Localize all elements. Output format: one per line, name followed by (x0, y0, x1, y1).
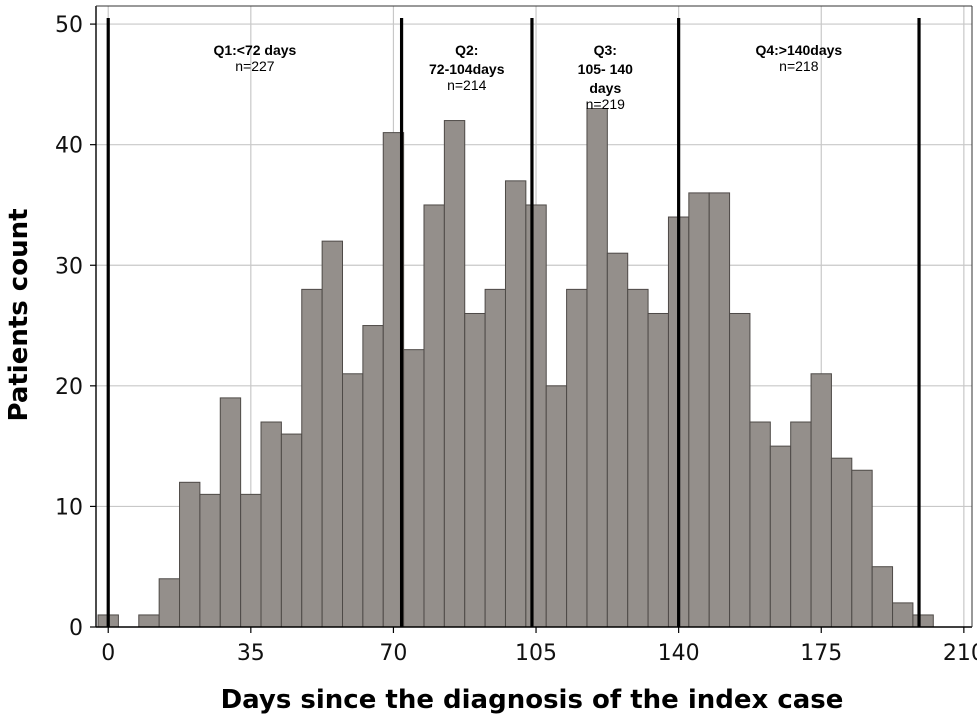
histogram-bar (280, 433, 303, 628)
histogram-bar (443, 120, 466, 628)
histogram-bar (158, 578, 181, 628)
histogram-bar (403, 349, 425, 628)
x-tick-label: 210 (943, 641, 977, 666)
histogram-bar (688, 192, 710, 628)
histogram-bar (586, 107, 608, 628)
histogram-bar (708, 192, 731, 628)
histogram-bars (97, 107, 934, 628)
x-tick-label: 105 (515, 641, 557, 666)
histogram-bar (810, 373, 832, 628)
y-tick-label: 20 (55, 375, 83, 400)
histogram-bar (525, 204, 547, 628)
quartile-label: Q2: (455, 42, 478, 58)
histogram-bar (729, 312, 751, 628)
histogram-bar (851, 469, 873, 628)
y-tick-label: 30 (55, 254, 83, 279)
quartile-label: Q4:>140days (755, 42, 842, 58)
histogram-bar (566, 288, 588, 628)
histogram-bar (342, 373, 364, 628)
y-tick-label: 40 (55, 134, 83, 159)
histogram-bar (138, 614, 160, 628)
histogram-bar (504, 180, 527, 628)
quartile-label: Q1:<72 days (213, 42, 296, 58)
histogram-bar (769, 445, 792, 628)
y-tick-label: 50 (55, 13, 83, 38)
histogram-bar (749, 421, 771, 628)
quartile-divider-lines (106, 18, 921, 627)
histogram-bar (179, 481, 201, 628)
axis-tick-labels: 0 35 70 105 140 175 210 0 10 20 30 40 50 (55, 13, 977, 666)
quartile-label: 72-104days (429, 61, 505, 77)
histogram-bar (912, 614, 934, 628)
y-tick-label: 10 (55, 495, 83, 520)
x-tick-label: 140 (658, 641, 700, 666)
x-axis-title: Days since the diagnosis of the index ca… (221, 685, 844, 715)
x-tick-label: 70 (379, 641, 407, 666)
histogram-bar (790, 421, 812, 628)
quartile-count: n=219 (586, 96, 626, 112)
histogram-bar (606, 252, 629, 628)
histogram-bar (627, 288, 649, 628)
x-tick-label: 0 (101, 641, 115, 666)
histogram-bar (871, 566, 894, 628)
histogram-bar (830, 457, 853, 628)
y-axis-title: Patients count (4, 208, 34, 421)
x-tick-label: 175 (800, 641, 842, 666)
quartile-count: n=218 (779, 58, 819, 74)
histogram-bar (464, 312, 486, 628)
histogram-bar (484, 288, 506, 628)
histogram-bar (219, 397, 242, 628)
histogram-bar (199, 493, 221, 628)
x-tick-label: 35 (237, 641, 265, 666)
histogram-bar (545, 385, 568, 628)
quartile-count: n=214 (447, 77, 487, 93)
histogram-bar (260, 421, 282, 628)
quartile-label: days (589, 80, 621, 96)
histogram-bar (301, 288, 323, 628)
plot-frame (95, 5, 973, 628)
y-tick-label: 0 (69, 616, 83, 641)
quartile-count: n=227 (235, 58, 275, 74)
quartile-label: 105- 140 (578, 61, 633, 77)
histogram-bar (892, 602, 914, 628)
histogram-bar (647, 312, 669, 628)
histogram-bar (423, 204, 445, 628)
histogram-bar (362, 325, 384, 628)
histogram-bar (321, 240, 344, 628)
histogram-bar (240, 493, 262, 628)
quartile-label: Q3: (594, 42, 617, 58)
